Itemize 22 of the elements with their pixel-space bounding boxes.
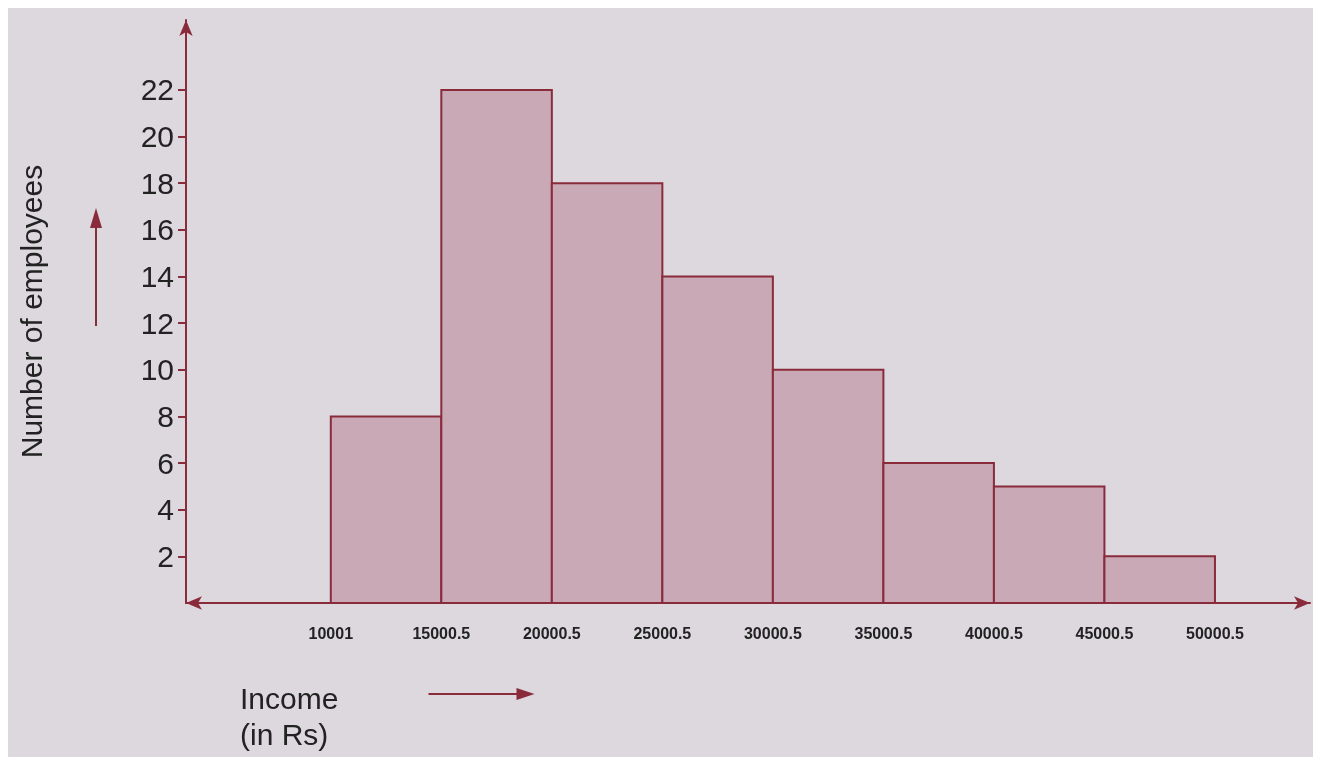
y-tick-label: 20 <box>140 120 174 154</box>
x-tick-label: 25000.5 <box>633 624 692 642</box>
y-tick-label: 6 <box>157 446 174 480</box>
x-tick-label: 35000.5 <box>854 624 913 642</box>
x-tick-label: 15000.5 <box>412 624 471 642</box>
y-tick-label: 14 <box>140 260 174 294</box>
y-tick-label: 16 <box>140 213 174 247</box>
y-tick-label: 2 <box>157 539 174 573</box>
x-tick-label: 30000.5 <box>743 624 802 642</box>
y-tick-label: 22 <box>140 73 174 107</box>
x-axis-title: Income (in Rs) <box>240 681 347 751</box>
x-tick-label: 45000.5 <box>1075 624 1134 642</box>
x-tick-label: 20000.5 <box>522 624 581 642</box>
y-axis-title: Number of employees <box>14 164 48 459</box>
y-tick-label: 12 <box>140 306 174 340</box>
y-tick-label: 8 <box>157 399 174 433</box>
y-tick-label: 10 <box>140 353 174 387</box>
x-tick-label: 40000.5 <box>965 624 1023 642</box>
x-tick-label: 50000.5 <box>1186 624 1244 642</box>
y-tick-label: 4 <box>157 493 174 527</box>
y-tick-label: 18 <box>140 166 174 200</box>
x-tick-label: 10001 <box>308 624 354 642</box>
